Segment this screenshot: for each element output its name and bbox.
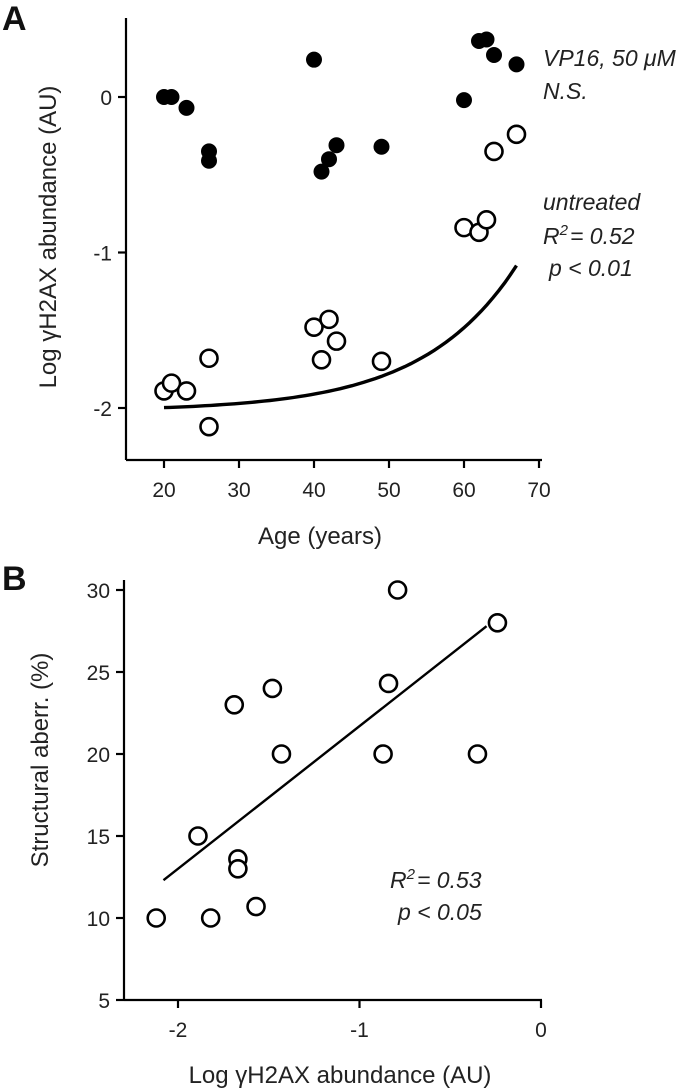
panel-a-vp16-point: [201, 152, 217, 169]
panel-a-vp16-point: [178, 99, 195, 116]
panel-a-x-tick-label: 30: [227, 479, 250, 502]
panel-a-r2-value: = 0.52: [570, 223, 635, 249]
panel-b-r-squared: R2= 0.53: [390, 866, 482, 893]
panel-b-y-tick-label: 25: [87, 662, 110, 685]
panel-b-y-axis-label: Structural aberr. (%): [27, 653, 54, 868]
panel-a-points: [154, 31, 527, 437]
panel-b-y-tick-label: 15: [87, 826, 110, 849]
panel-b-x-tick-label: -2: [169, 1019, 188, 1042]
panel-b-point: [224, 694, 245, 715]
panel-a-vp16-point: [321, 151, 337, 168]
panel-a-untreated-point: [304, 317, 324, 337]
panel-a-untreated-point: [176, 381, 197, 401]
panel-a-x-tick-label: 20: [152, 479, 175, 502]
panel-b-r-letter: R: [390, 867, 407, 893]
panel-a-untreated-label: untreated: [543, 189, 641, 215]
panel-b-point: [228, 858, 248, 879]
panel-b-point: [262, 678, 283, 699]
panel-a-y-axis-label: Log γH2AX abundance (AU): [35, 86, 62, 389]
panel-a-r-sup: 2: [559, 222, 569, 239]
panel-a-x-tick-label: 70: [527, 479, 550, 502]
panel-a-x-tick-label: 60: [452, 479, 475, 502]
panel-b-x-axis-label: Log γH2AX abundance (AU): [189, 1062, 492, 1089]
panel-a-x-tick-label: 50: [377, 479, 400, 502]
panel-a-vp16-significance: N.S.: [543, 78, 588, 104]
panel-a-vp16-point: [163, 89, 180, 105]
panel-a-label: A: [2, 0, 27, 38]
panel-a-r-letter: R: [543, 223, 560, 249]
panel-b-point: [146, 908, 167, 928]
panel-b-y-tick-label: 5: [98, 990, 110, 1013]
panel-a-y-tick-label: -1: [93, 243, 112, 266]
panel-a-untreated-point: [476, 210, 497, 230]
panel-b-point: [378, 673, 399, 694]
panel-b-x-tick-label: -1: [350, 1019, 369, 1042]
panel-b-x-ticks: -2 -1 0: [169, 1000, 547, 1042]
panel-b-p-value: p < 0.05: [397, 899, 482, 925]
panel-b-point: [467, 744, 488, 764]
panel-a-untreated-point: [319, 309, 339, 330]
panel-a-p-value: p < 0.01: [548, 255, 633, 281]
panel-b-point: [387, 580, 408, 600]
panel-b-fit-line: [162, 625, 488, 882]
panel-a-vp16-point: [456, 92, 472, 109]
panel-a-vp16-label: VP16, 50 μM: [543, 45, 677, 71]
panel-b-point: [246, 896, 266, 917]
panel-a-untreated-point: [506, 124, 527, 145]
panel-a-r-squared: R2= 0.52: [543, 222, 635, 249]
panel-b-point: [200, 908, 221, 928]
panel-b-point: [271, 744, 292, 764]
panel-b-point: [487, 612, 508, 633]
panel-a-y-ticks: 0 -1 -2: [93, 87, 126, 421]
panel-b: B -2 -1 0 5 10 15 20 25 30 Log γH2AX abundance …: [2, 560, 547, 1089]
panel-a-untreated-point: [161, 373, 182, 393]
panel-a-untreated-point: [484, 141, 504, 162]
panel-b-r2-value: = 0.53: [417, 867, 482, 893]
panel-b-point: [373, 744, 393, 764]
panel-a-untreated-point: [371, 351, 392, 372]
panel-b-y-tick-label: 20: [87, 744, 110, 767]
panel-a-y-tick-label: 0: [100, 87, 112, 110]
panel-a-y-tick-label: -2: [93, 398, 112, 421]
panel-a-vp16-point: [306, 51, 322, 68]
panel-a-untreated-point: [311, 349, 332, 370]
panel-a-x-axis-label: Age (years): [258, 523, 382, 550]
panel-b-r-sup: 2: [406, 866, 416, 883]
panel-b-y-tick-label: 10: [87, 908, 110, 931]
panel-a-x-tick-label: 40: [302, 479, 325, 502]
panel-b-y-ticks: 5 10 15 20 25 30: [87, 580, 124, 1013]
panel-a: A 20 30 40 50 60 70 0 -1 -2 Age (years) Log γH2…: [2, 0, 677, 550]
panel-b-point: [188, 826, 208, 846]
panel-b-points: [146, 580, 508, 928]
panel-a-vp16-point: [328, 137, 345, 154]
panel-a-x-ticks: 20 30 40 50 60 70: [152, 460, 551, 502]
panel-a-vp16-point: [373, 138, 390, 155]
panel-a-vp16-point: [313, 163, 330, 180]
panel-a-vp16-point: [478, 31, 495, 48]
panel-a-vp16-point: [486, 47, 502, 64]
panel-b-y-tick-label: 30: [87, 580, 110, 603]
panel-a-untreated-point: [326, 331, 347, 351]
panel-b-label: B: [2, 560, 27, 598]
panel-a-untreated-point: [199, 416, 219, 437]
panel-a-fit-curve: [163, 264, 518, 410]
panel-a-vp16-point: [508, 56, 525, 73]
panel-b-x-tick-label: 0: [535, 1019, 547, 1042]
panel-a-untreated-point: [199, 348, 219, 369]
